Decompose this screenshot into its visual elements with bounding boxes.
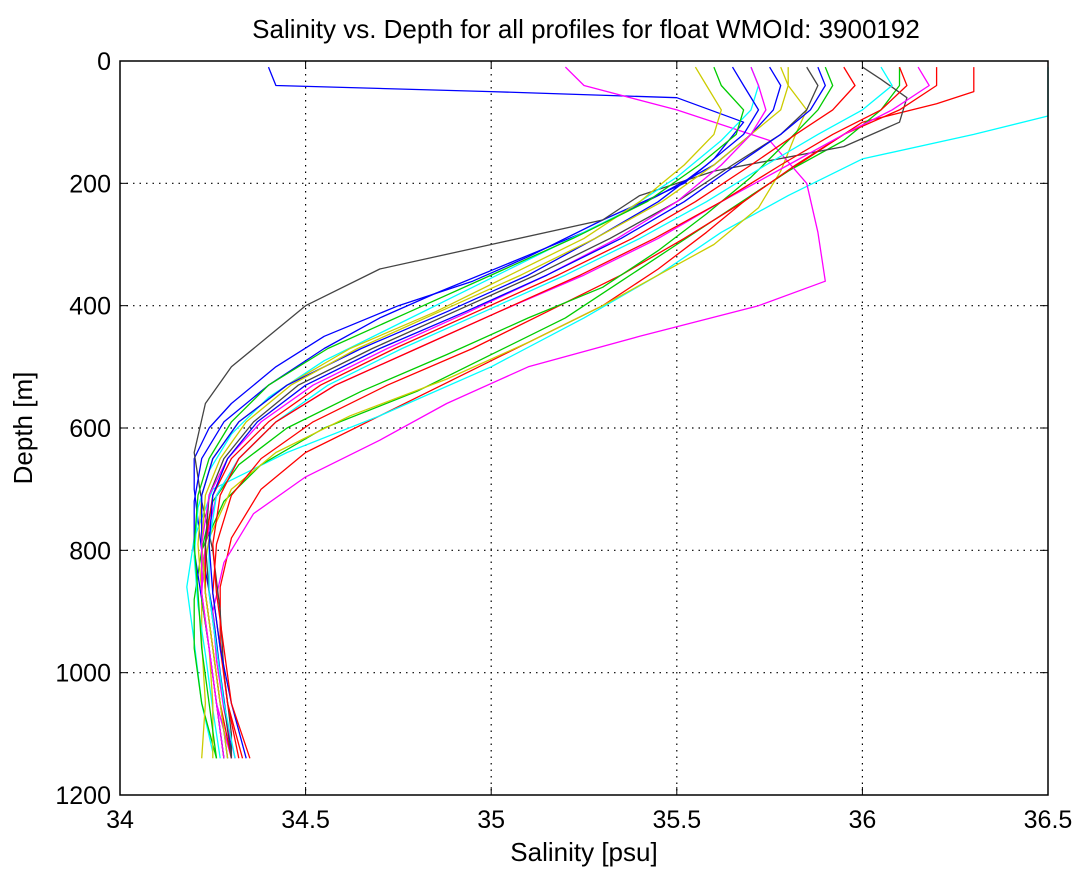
profile-line-3 [186,67,1049,753]
axis-ticks: 34 34.5 35 35.5 36 36.5 0 200 400 600 800 1000 1200 [55,48,1072,834]
y-tick-label: 200 [69,170,111,198]
chart-title: Salinity vs. Depth for all profiles for … [252,14,920,44]
y-tick-label: 1200 [55,782,111,810]
y-tick-label: 0 [97,48,111,76]
profile-line-22 [212,66,908,759]
x-tick-label: 35.5 [652,806,701,834]
profile-line-7 [193,66,908,759]
profile-line-10 [193,66,760,759]
x-tick-label: 34.5 [281,806,330,834]
profile-lines [186,66,1049,759]
x-tick-label: 36.5 [1024,806,1073,834]
x-tick-label: 35 [477,806,505,834]
x-tick-label: 36 [848,806,876,834]
x-tick-label: 34 [106,806,134,834]
profile-line-17 [193,66,745,759]
y-tick-label: 800 [69,537,111,565]
x-axis-label: Salinity [psu] [510,837,657,867]
y-tick-label: 400 [69,293,111,321]
grid-lines [120,61,1048,795]
profile-line-18 [208,66,893,759]
profile-line-6 [212,66,826,759]
y-axis-label: Depth [m] [8,372,38,485]
y-tick-label: 1000 [55,660,111,688]
profile-line-20 [201,66,767,759]
profile-line-21 [208,66,826,759]
profile-line-4 [193,67,901,759]
profile-line-11 [201,66,834,759]
y-tick-label: 600 [69,415,111,443]
